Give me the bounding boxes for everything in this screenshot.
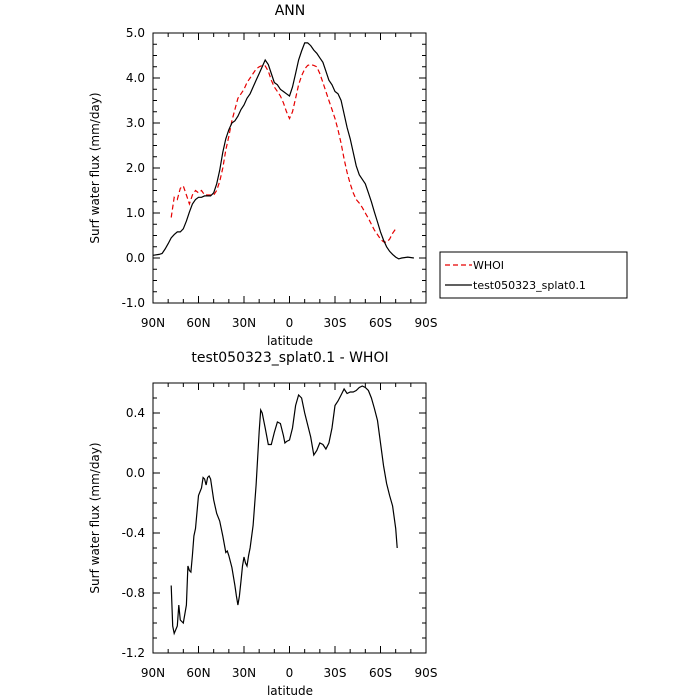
bottom-xtick-label: 60S xyxy=(369,666,392,680)
bottom-ytick-label: -0.4 xyxy=(122,526,145,540)
top-series-line-1 xyxy=(152,42,414,260)
bottom-chart-ticks: 90N 60N 30N 0 30S 60S 90S -1.2 -0.8 -0.4 0.0 0.4 xyxy=(122,382,438,680)
bottom-xtick-label: 30N xyxy=(232,666,256,680)
legend-box xyxy=(439,251,628,299)
top-xtick-label: 90N xyxy=(141,316,165,330)
top-ytick-label: 3.0 xyxy=(126,116,145,130)
bottom-ytick-label: 0.4 xyxy=(126,406,145,420)
top-ytick-label: 4.0 xyxy=(126,71,145,85)
top-chart-frame xyxy=(152,32,427,304)
bottom-xtick-label: 0 xyxy=(286,666,294,680)
top-ytick-label: -1.0 xyxy=(122,296,145,310)
top-xtick-label: 90S xyxy=(415,316,438,330)
top-xtick-label: 30N xyxy=(232,316,256,330)
top-chart-lines xyxy=(152,42,414,260)
bottom-chart-xlabel: latitude xyxy=(267,684,313,698)
bottom-chart-lines xyxy=(170,385,398,636)
top-ytick-label: 0.0 xyxy=(126,251,145,265)
bottom-ytick-label: -0.8 xyxy=(122,586,145,600)
top-xtick-label: 30S xyxy=(324,316,347,330)
top-chart-xlabel: latitude xyxy=(267,334,313,348)
bottom-chart-frame xyxy=(152,382,427,654)
legend-label-test: test050323_splat0.1 xyxy=(473,279,586,292)
top-ytick-label: 2.0 xyxy=(126,161,145,175)
top-series-line-0 xyxy=(170,63,397,243)
bottom-xtick-label: 90S xyxy=(415,666,438,680)
bottom-xtick-label: 90N xyxy=(141,666,165,680)
top-ytick-label: 5.0 xyxy=(126,26,145,40)
bottom-xtick-label: 60N xyxy=(186,666,210,680)
top-xtick-label: 60N xyxy=(186,316,210,330)
top-chart-title: ANN xyxy=(275,3,306,19)
legend-label-whoi: WHOI xyxy=(473,259,504,272)
top-chart-ticks: 90N 60N 30N 0 30S 60S 90S -1.0 0.0 1.0 2.0 3.0 4.0 5.… xyxy=(122,26,438,330)
top-xtick-label: 60S xyxy=(369,316,392,330)
top-xtick-label: 0 xyxy=(286,316,294,330)
bottom-ytick-label: 0.0 xyxy=(126,466,145,480)
bottom-chart-ylabel: Surf water flux (mm/day) xyxy=(88,442,102,593)
bottom-chart-title: test050323_splat0.1 - WHOI xyxy=(191,350,388,366)
bottom-chart-panel: test050323_splat0.1 - WHOI 90N 60N 30N 0 30S… xyxy=(88,350,437,698)
top-ytick-label: 1.0 xyxy=(126,206,145,220)
top-chart-ylabel: Surf water flux (mm/day) xyxy=(88,92,102,243)
bottom-ytick-label: -1.2 xyxy=(122,646,145,660)
bottom-xtick-label: 30S xyxy=(324,666,347,680)
top-chart-panel: ANN 90N 60N 30N 0 30S 60S 90S -1.0 0.0 1.0 2.0 3.0 4… xyxy=(88,3,628,348)
top-chart-legend: WHOI test050323_splat0.1 xyxy=(439,251,628,299)
bottom-series-line-0 xyxy=(170,385,398,636)
